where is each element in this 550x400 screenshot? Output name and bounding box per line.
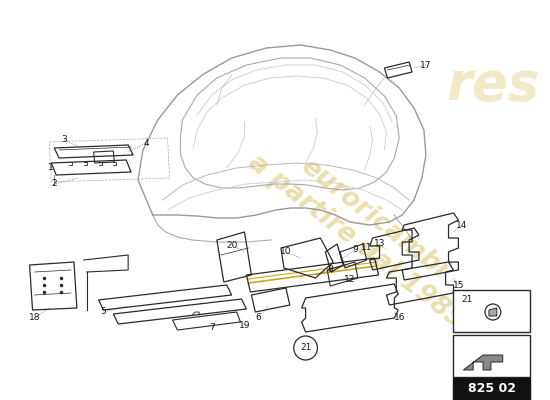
Text: 5: 5	[101, 308, 106, 316]
Text: 20: 20	[226, 240, 238, 250]
Text: 15: 15	[453, 280, 464, 290]
Text: 7: 7	[209, 324, 215, 332]
Text: 12: 12	[344, 276, 356, 284]
Text: 18: 18	[29, 314, 40, 322]
Text: 21: 21	[461, 296, 473, 304]
FancyBboxPatch shape	[453, 290, 530, 332]
Text: 19: 19	[239, 320, 250, 330]
Polygon shape	[463, 355, 503, 370]
Text: 825 02: 825 02	[468, 382, 516, 396]
Text: 6: 6	[255, 314, 261, 322]
Text: 8: 8	[327, 266, 333, 274]
Text: 13: 13	[374, 240, 386, 248]
Polygon shape	[489, 308, 497, 316]
Text: 4: 4	[143, 138, 148, 148]
Text: euroricambi
a partire dal 1985: euroricambi a partire dal 1985	[243, 126, 487, 334]
Text: 3: 3	[61, 136, 67, 144]
Text: 2: 2	[51, 180, 57, 188]
Text: 1: 1	[48, 164, 54, 172]
Text: res: res	[447, 59, 540, 111]
Text: 21: 21	[300, 344, 311, 352]
Text: 14: 14	[455, 220, 467, 230]
Text: 17: 17	[420, 60, 432, 70]
Text: 11: 11	[361, 244, 372, 252]
Text: 10: 10	[280, 248, 292, 256]
Text: 9: 9	[352, 246, 358, 254]
Text: 16: 16	[393, 314, 405, 322]
FancyBboxPatch shape	[453, 378, 530, 400]
FancyBboxPatch shape	[453, 335, 530, 377]
